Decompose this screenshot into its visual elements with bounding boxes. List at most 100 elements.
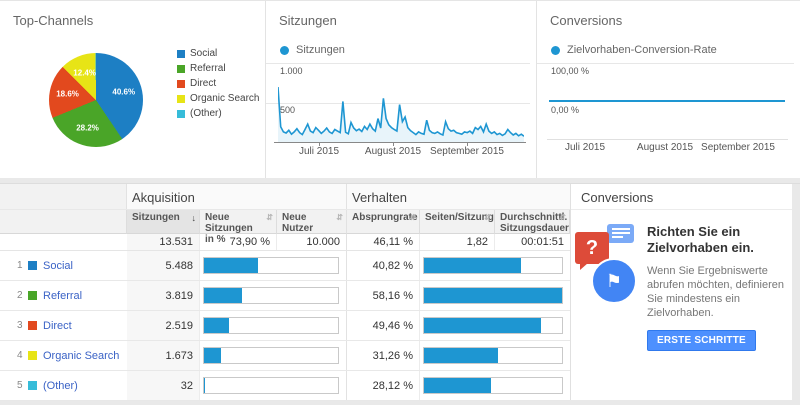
get-started-button[interactable]: ERSTE SCHRITTE xyxy=(647,329,756,351)
sessions-value: 5.488 xyxy=(127,251,200,280)
sort-icon: ⇵ xyxy=(484,213,491,222)
pie-legend: Social Referral Direct Organic Search (O… xyxy=(177,48,259,123)
gridline-1000 xyxy=(266,63,530,64)
total-new-sessions: 73,90 % xyxy=(200,234,277,250)
goal-heading: Richten Sie ein Zielvorhaben ein. xyxy=(647,224,754,256)
x-tick-label-august: August 2015 xyxy=(636,142,694,153)
goal-setup-panel: Conversions ? ⚑ Richten Sie ein Zielvorh… xyxy=(570,184,792,400)
bounce-bar xyxy=(424,258,521,273)
channel-link-direct[interactable]: Direct xyxy=(43,319,72,332)
x-tick-label-july: Juli 2015 xyxy=(298,146,340,157)
channel-link-other[interactable]: (Other) xyxy=(43,379,78,392)
legend-label: Organic Search xyxy=(190,93,260,104)
x-axis-tick xyxy=(319,142,320,146)
legend-label: Social xyxy=(190,48,218,59)
legend-item-direct: Direct xyxy=(177,78,259,89)
conversion-rate-line xyxy=(549,100,785,102)
bounce-rate-value: 31,26 % xyxy=(347,341,420,370)
total-pages-per-session: 1,82 xyxy=(420,234,495,250)
channel-link-organic-search[interactable]: Organic Search xyxy=(43,349,120,362)
legend-swatch-icon xyxy=(177,64,185,73)
bounce-bar-track xyxy=(423,377,563,394)
page-gap xyxy=(0,400,800,405)
x-tick-label-september: September 2015 xyxy=(430,146,504,157)
page-margin xyxy=(792,184,800,400)
sessions-bar-track xyxy=(203,377,339,394)
gridline-500 xyxy=(266,103,530,104)
bounce-bar-track xyxy=(423,317,563,334)
sort-desc-icon: ↓ xyxy=(191,213,197,223)
sessions-line-chart xyxy=(278,86,524,142)
table-group-header-row: Akquisition Verhalten xyxy=(0,184,570,210)
column-header-new-users[interactable]: Neue Nutzer ⇵ xyxy=(277,210,347,234)
pie-slice-label: 12.4% xyxy=(73,68,96,78)
bounce-rate-value: 28,12 % xyxy=(347,371,420,400)
bounce-bar xyxy=(424,378,491,393)
page-gap xyxy=(0,178,800,183)
legend-swatch-icon xyxy=(177,79,185,88)
series-dot-icon xyxy=(280,45,289,55)
bounce-rate-value: 40,82 % xyxy=(347,251,420,280)
x-tick-label-september: September 2015 xyxy=(701,142,775,153)
x-axis-tick xyxy=(467,142,468,146)
legend-item-referral: Referral xyxy=(177,63,259,74)
channel-swatch-icon xyxy=(28,381,37,390)
total-sessions: 13.531 xyxy=(127,234,200,250)
card-title-top-channels: Top-Channels xyxy=(13,13,94,28)
bounce-bar xyxy=(424,348,499,363)
row-rank: 4 xyxy=(17,350,23,361)
card-title-conversions: Conversions xyxy=(550,13,623,28)
sessions-bar-track xyxy=(203,257,339,274)
pie-graphic xyxy=(49,53,143,147)
top-channels-card: Top-Channels 40.6% 28.2% 18.6% 12.4% Social… xyxy=(0,1,266,178)
sessions-bar-track xyxy=(203,287,339,304)
row-rank: 3 xyxy=(17,320,23,331)
row-rank: 2 xyxy=(17,290,23,301)
chat-lines-icon xyxy=(607,224,634,243)
legend-swatch-icon xyxy=(177,49,185,58)
column-header-bounce-rate[interactable]: Absprungrate ⇵ xyxy=(347,210,420,234)
row-rank: 1 xyxy=(17,260,23,271)
sessions-bar xyxy=(204,318,229,333)
sessions-value: 3.819 xyxy=(127,281,200,310)
channel-link-referral[interactable]: Referral xyxy=(43,289,83,302)
series-legend-label: Sitzungen xyxy=(296,44,345,56)
sessions-bar xyxy=(204,288,242,303)
sort-icon: ⇵ xyxy=(266,213,273,222)
gridline-100pct xyxy=(537,63,794,64)
series-dot-icon xyxy=(551,45,560,55)
table-row: 5 (Other) 32 28,12 % xyxy=(0,371,570,401)
group-header-conversions: Conversions xyxy=(571,184,792,210)
bounce-bar-track xyxy=(423,257,563,274)
legend-label: Direct xyxy=(190,78,217,89)
conversion-rate-series-legend: Zielvorhaben-Conversion-Rate xyxy=(551,44,717,56)
y-axis-tick-0pct: 0,00 % xyxy=(551,105,580,115)
legend-label: Referral xyxy=(190,63,226,74)
sessions-bar-track xyxy=(203,317,339,334)
legend-item-social: Social xyxy=(177,48,259,59)
legend-item-organic-search: Organic Search xyxy=(177,93,259,104)
group-header-behavior: Verhalten xyxy=(352,190,407,205)
total-bounce-rate: 46,11 % xyxy=(347,234,420,250)
sessions-card: Sitzungen Sitzungen 1.000 500 Juli 2015 … xyxy=(266,1,537,178)
column-header-avg-duration[interactable]: Durchschnittl. Sitzungsdauer ⇵ xyxy=(495,210,570,234)
column-header-new-sessions[interactable]: Neue Sitzungen in % ⇵ xyxy=(200,210,277,245)
column-header-pages-per-session[interactable]: Seiten/Sitzung ⇵ xyxy=(420,210,495,234)
bounce-rate-value: 49,46 % xyxy=(347,311,420,340)
table-column-header-row: Sitzungen ↓ Neue Sitzungen in % ⇵ Neue Nut… xyxy=(0,210,570,245)
column-header-sessions[interactable]: Sitzungen ↓ xyxy=(127,210,200,234)
y-axis-tick-1000: 1.000 xyxy=(280,66,303,76)
x-axis-tick xyxy=(393,142,394,146)
sessions-value: 32 xyxy=(127,371,200,400)
channel-swatch-icon xyxy=(28,351,37,360)
bounce-bar-track xyxy=(423,287,563,304)
channel-link-social[interactable]: Social xyxy=(43,259,73,272)
sessions-value: 2.519 xyxy=(127,311,200,340)
x-axis xyxy=(274,142,526,143)
bounce-bar-track xyxy=(423,347,563,364)
column-header-blank xyxy=(0,210,127,234)
sort-icon: ⇵ xyxy=(559,213,566,222)
y-axis-tick-100pct: 100,00 % xyxy=(551,66,590,76)
conversions-card: Conversions Zielvorhaben-Conversion-Rate… xyxy=(537,1,800,178)
card-title-sessions: Sitzungen xyxy=(279,13,337,28)
